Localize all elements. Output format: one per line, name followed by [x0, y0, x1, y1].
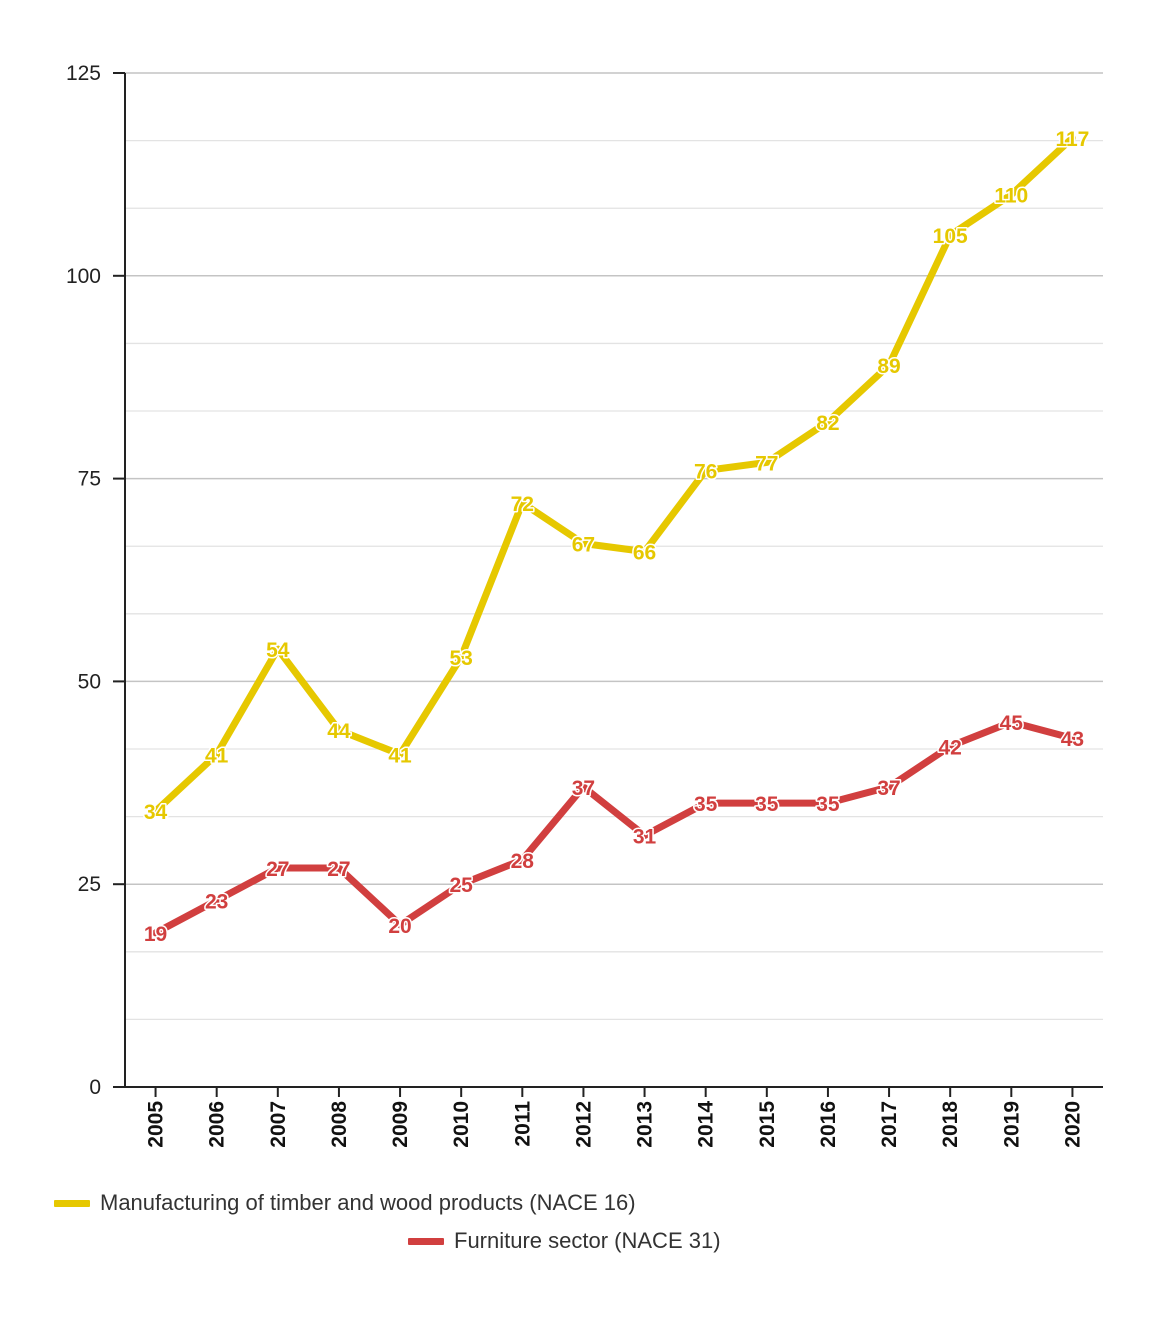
x-tick-label: 2011 [511, 1101, 534, 1147]
x-tick-label: 2009 [389, 1101, 412, 1148]
x-tick-label: 2013 [634, 1101, 657, 1148]
data-label-series-0: 67 [572, 533, 595, 556]
x-tick-label: 2019 [1000, 1101, 1023, 1148]
x-tick-label: 2018 [939, 1101, 962, 1148]
x-tick-label: 2020 [1061, 1101, 1084, 1148]
x-tick-label: 2016 [817, 1101, 840, 1148]
data-label-series-0: 66 [633, 542, 656, 565]
x-tick-label: 2017 [878, 1101, 901, 1148]
x-tick-label: 2010 [450, 1101, 473, 1148]
data-label-series-1: 37 [877, 777, 900, 800]
data-label-series-0: 54 [266, 639, 290, 662]
data-label-series-1: 19 [144, 923, 167, 946]
y-tick-label: 100 [66, 265, 101, 288]
data-label-series-1: 35 [816, 793, 840, 816]
series-line-0 [152, 134, 1076, 815]
data-label-series-1: 28 [511, 850, 535, 873]
legend-swatch-timber [54, 1199, 90, 1207]
data-label-series-1: 35 [755, 793, 779, 816]
data-label-series-0: 77 [755, 452, 778, 475]
data-label-series-1: 27 [327, 858, 350, 881]
data-label-series-1: 45 [1000, 712, 1024, 735]
data-label-series-0: 82 [816, 412, 839, 435]
data-label-series-0: 89 [877, 355, 900, 378]
data-label-series-1: 42 [939, 736, 962, 759]
data-label-series-0: 34 [144, 801, 168, 824]
legend-item-timber: Manufacturing of timber and wood product… [54, 1190, 636, 1216]
legend-label-timber: Manufacturing of timber and wood product… [100, 1190, 636, 1215]
series-line-1 [152, 718, 1076, 937]
data-label-series-1: 27 [266, 858, 289, 881]
x-tick-label: 2008 [328, 1101, 351, 1148]
data-label-series-0: 53 [450, 647, 473, 670]
data-label-series-0: 117 [1055, 128, 1089, 151]
x-tick-label: 2006 [206, 1101, 229, 1148]
data-label-series-0: 72 [511, 493, 534, 516]
x-tick-label: 2007 [267, 1101, 290, 1148]
data-label-series-1: 23 [205, 890, 228, 913]
series-lines [152, 134, 1076, 937]
y-tick-label: 50 [78, 670, 101, 693]
y-tick-label: 0 [89, 1076, 101, 1099]
data-label-series-0: 44 [327, 720, 351, 743]
legend-item-furniture: Furniture sector (NACE 31) [408, 1228, 721, 1254]
y-tick-label: 25 [78, 873, 101, 896]
x-tick-label: 2015 [756, 1101, 779, 1148]
data-label-series-0: 76 [694, 460, 717, 483]
x-tick-label: 2014 [695, 1101, 718, 1148]
y-tick-label: 75 [78, 468, 101, 491]
x-tick-label: 2005 [145, 1101, 168, 1148]
data-label-series-1: 20 [388, 915, 411, 938]
legend-label-furniture: Furniture sector (NACE 31) [454, 1228, 721, 1253]
data-label-series-1: 31 [633, 826, 657, 849]
data-labels: 34 41 54 44 41 53 72 67 66 76 77 82 89 105 110 117 19 23 2… [142, 126, 1091, 947]
data-label-series-1: 25 [450, 874, 474, 897]
y-tick-label: 125 [66, 62, 101, 85]
x-tick-label: 2012 [572, 1101, 595, 1148]
data-label-series-1: 43 [1061, 728, 1084, 751]
data-label-series-0: 41 [205, 744, 229, 767]
data-label-series-0: 41 [388, 744, 412, 767]
data-label-series-1: 37 [572, 777, 595, 800]
data-label-series-1: 35 [694, 793, 718, 816]
data-label-series-0: 105 [933, 225, 968, 248]
legend-swatch-furniture [408, 1237, 444, 1245]
data-label-series-0: 110 [994, 185, 1028, 208]
